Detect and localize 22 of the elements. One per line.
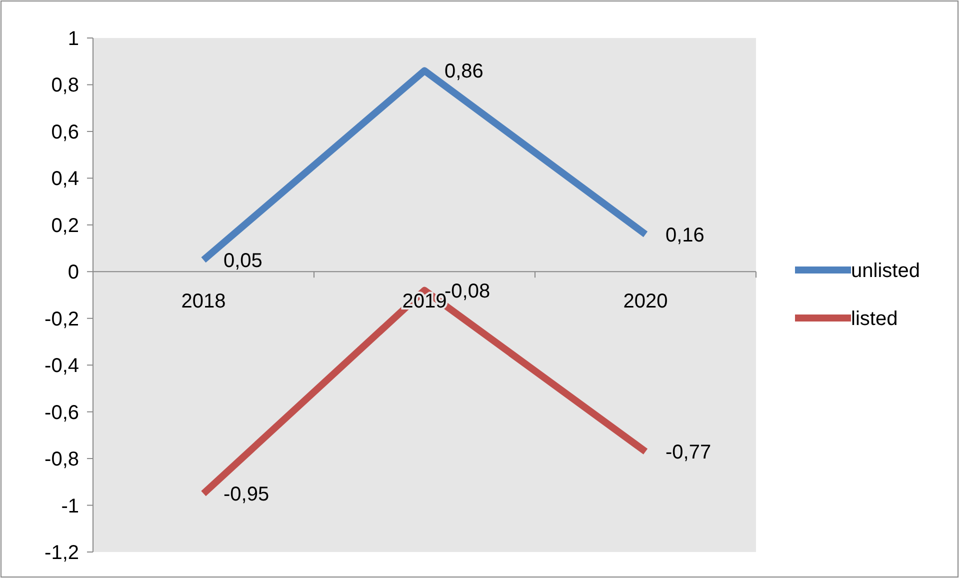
data-label: 0,86 <box>444 60 484 83</box>
x-tick-label: 2018 <box>181 290 226 313</box>
y-tick-label: -0,8 <box>44 448 79 471</box>
y-tick-label: 0 <box>68 262 79 284</box>
y-tick-label: 0,2 <box>51 214 79 237</box>
data-label: -0,08 <box>444 280 490 302</box>
data-label: -0,77 <box>666 442 712 464</box>
y-tick-label: 0,4 <box>51 168 79 190</box>
legend-label: unlisted <box>851 260 920 282</box>
data-label: -0,95 <box>224 484 270 506</box>
y-tick-label: -1 <box>61 495 79 518</box>
y-tick-label: -0,4 <box>44 355 79 378</box>
y-tick-label: -0,6 <box>44 402 79 424</box>
y-tick-label: 0,6 <box>51 121 79 144</box>
y-tick-label: 1 <box>68 28 79 50</box>
legend-label: listed <box>851 308 898 330</box>
y-tick-label: -0,2 <box>44 308 79 330</box>
x-tick-label: 2020 <box>623 290 668 313</box>
y-tick-label: 0,8 <box>51 74 79 97</box>
data-label: 0,05 <box>224 250 262 272</box>
y-tick-label: -1,2 <box>44 542 79 564</box>
data-label: 0,16 <box>666 224 704 246</box>
